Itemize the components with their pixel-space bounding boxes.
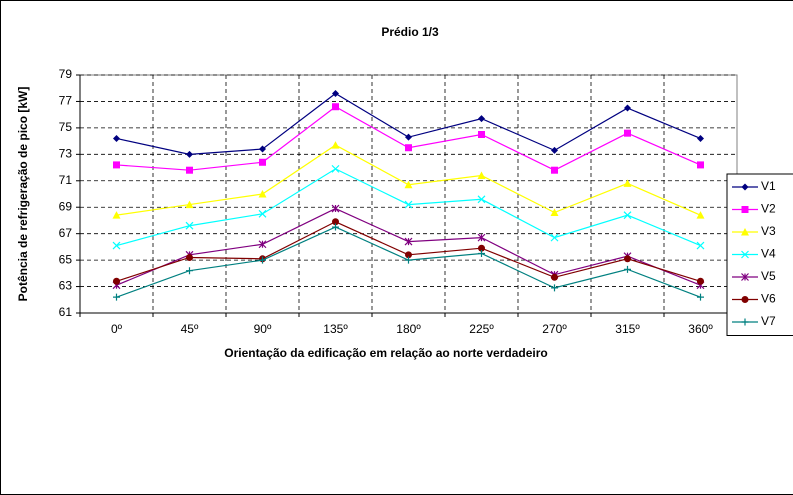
marker	[696, 241, 705, 250]
y-tick-label: 61	[59, 305, 73, 319]
x-axis-title: Orientação da edificação em relação ao n…	[224, 346, 547, 360]
marker	[185, 200, 194, 209]
y-tick-label: 65	[59, 252, 73, 266]
y-tick-label: 73	[59, 147, 73, 161]
y-tick-label: 63	[59, 279, 73, 293]
marker	[741, 250, 749, 259]
marker	[332, 223, 339, 231]
marker	[550, 233, 559, 242]
marker	[331, 141, 340, 149]
marker	[623, 179, 632, 187]
marker	[741, 273, 749, 281]
marker	[478, 244, 485, 252]
marker	[113, 293, 120, 301]
marker	[113, 134, 120, 142]
marker	[741, 318, 749, 326]
marker	[112, 211, 121, 219]
marker	[551, 166, 558, 174]
y-tick-label: 71	[59, 173, 73, 187]
marker	[404, 200, 413, 209]
marker	[259, 145, 266, 153]
legend-label: V1	[761, 179, 776, 193]
marker	[113, 161, 120, 169]
x-tick-label: 135º	[323, 322, 348, 336]
marker	[186, 253, 193, 261]
legend-label: V4	[761, 247, 776, 261]
marker	[550, 208, 559, 217]
marker	[258, 190, 267, 198]
plot-area	[79, 74, 738, 314]
chart-title: Prédio 1/3	[381, 25, 439, 39]
marker	[697, 161, 704, 169]
marker	[478, 131, 485, 138]
x-tick-label: 90º	[254, 322, 272, 336]
legend-label: V6	[761, 292, 776, 306]
x-tick-label: 225º	[469, 322, 494, 336]
marker	[186, 166, 193, 174]
marker	[404, 180, 413, 189]
marker	[332, 103, 339, 111]
marker	[113, 277, 120, 285]
y-tick-label: 67	[59, 226, 73, 240]
x-tick-label: 180º	[396, 322, 421, 336]
marker	[259, 256, 266, 264]
marker	[551, 273, 558, 281]
marker	[741, 206, 749, 213]
marker	[477, 195, 486, 204]
marker	[624, 129, 631, 137]
marker	[741, 296, 749, 303]
marker	[258, 209, 267, 218]
y-tick-label: 77	[59, 94, 73, 108]
x-tick-label: 315º	[615, 322, 640, 336]
marker	[331, 204, 340, 213]
marker	[741, 183, 749, 191]
marker	[186, 150, 193, 158]
legend-label: V2	[761, 202, 776, 216]
marker	[185, 221, 194, 230]
marker	[697, 134, 704, 142]
marker	[478, 115, 485, 123]
x-tick-label: 0º	[111, 322, 123, 336]
marker	[551, 146, 558, 154]
legend-label: V3	[761, 224, 776, 238]
marker	[186, 267, 193, 275]
marker	[332, 218, 339, 226]
marker	[405, 251, 412, 259]
marker	[624, 265, 631, 273]
marker	[405, 144, 412, 152]
marker	[404, 237, 413, 246]
marker	[697, 277, 704, 285]
x-tick-label: 360º	[688, 322, 713, 336]
marker	[623, 211, 632, 220]
marker	[477, 233, 486, 242]
y-tick-label: 79	[59, 67, 73, 81]
marker	[741, 228, 749, 236]
marker	[477, 171, 486, 179]
legend-label: V5	[761, 269, 776, 283]
y-axis-title: Potência de refrigeração de pico [kW]	[16, 87, 30, 302]
marker	[258, 240, 267, 249]
marker	[624, 104, 631, 112]
marker	[551, 284, 558, 292]
x-tick-label: 45º	[181, 322, 199, 336]
marker	[331, 164, 340, 173]
marker	[112, 241, 121, 250]
y-tick-label: 75	[59, 120, 73, 134]
y-tick-label: 69	[59, 199, 73, 213]
marker	[405, 133, 412, 141]
marker	[259, 158, 266, 166]
marker	[332, 90, 339, 98]
marker	[405, 256, 412, 264]
legend-label: V7	[761, 314, 776, 328]
marker	[624, 255, 631, 263]
marker	[478, 250, 485, 257]
x-tick-label: 270º	[542, 322, 567, 336]
marker	[696, 211, 705, 219]
marker	[697, 293, 704, 301]
